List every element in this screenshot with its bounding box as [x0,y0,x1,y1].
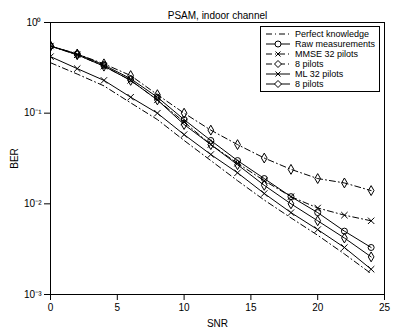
svg-text:SNR: SNR [207,318,228,329]
html-text:Raw measurements: Raw measurements [295,39,375,49]
svg-text:10⁻¹: 10⁻¹ [24,107,42,118]
svg-text:25: 25 [379,302,391,313]
svg-text:20: 20 [312,302,324,313]
svg-text:0: 0 [48,302,54,313]
svg-text:10⁰: 10⁰ [26,17,41,28]
html-text:8 pilots: 8 pilots [295,79,324,89]
svg-text:15: 15 [245,302,257,313]
html-text:ML 32 pilots: ML 32 pilots [295,69,344,79]
svg-text:5: 5 [115,302,121,313]
svg-text:10⁻²: 10⁻² [24,198,42,209]
svg-text:BER: BER [9,148,20,169]
svg-text:10: 10 [179,302,191,313]
svg-text:10⁻³: 10⁻³ [24,289,42,300]
svg-text:PSAM, indoor channel: PSAM, indoor channel [168,10,268,21]
html-text:Perfect knowledge: Perfect knowledge [295,29,369,39]
html-text:MMSE 32 pilots: MMSE 32 pilots [295,49,358,59]
html-text:8 pilots: 8 pilots [295,59,324,69]
